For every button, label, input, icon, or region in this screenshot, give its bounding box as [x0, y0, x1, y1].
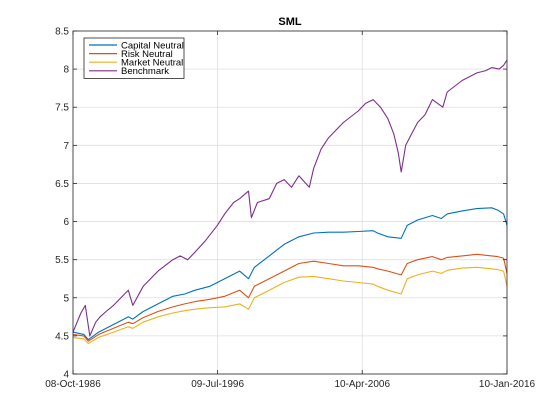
series-line-market-neutral	[72, 266, 508, 345]
y-tick-label: 8	[63, 65, 69, 76]
series-lines	[72, 59, 508, 345]
y-tick-label: 4	[63, 370, 69, 381]
plot-area	[73, 31, 507, 374]
axis-tick-labels: 4 4.5 5 5.5 6 6.5 7 7.5 8 8.5 08-Oct-1986 09-Jul-19…	[45, 27, 535, 391]
chart-title: SML	[278, 16, 302, 28]
y-tick-label: 4.5	[55, 331, 69, 342]
series-line-capital-neutral	[72, 207, 508, 341]
y-tick-label: 7	[63, 141, 69, 152]
x-tick-label: 10-Apr-2006	[334, 379, 390, 390]
series-line-risk-neutral	[72, 253, 508, 342]
plot-frame	[72, 30, 508, 375]
x-tick-label: 09-Jul-1996	[191, 379, 244, 390]
series-line-benchmark	[72, 59, 508, 337]
legend-label-benchmark: Benchmark	[121, 66, 169, 77]
axis-ticks	[72, 30, 508, 375]
y-tick-label: 6	[63, 217, 69, 228]
legend-label-risk-neutral: Risk Neutral	[121, 49, 173, 60]
y-tick-label: 8.5	[55, 27, 69, 38]
y-tick-label: 6.5	[55, 179, 69, 190]
legend-label-market-neutral: Market Neutral	[121, 58, 183, 69]
y-tick-label: 7.5	[55, 103, 69, 114]
x-tick-label: 10-Jan-2016	[479, 379, 536, 390]
y-tick-label: 5.5	[55, 255, 69, 266]
x-tick-label: 08-Oct-1986	[45, 379, 101, 390]
y-tick-label: 5	[63, 293, 69, 304]
legend-label-capital-neutral: Capital Neutral	[121, 40, 184, 51]
